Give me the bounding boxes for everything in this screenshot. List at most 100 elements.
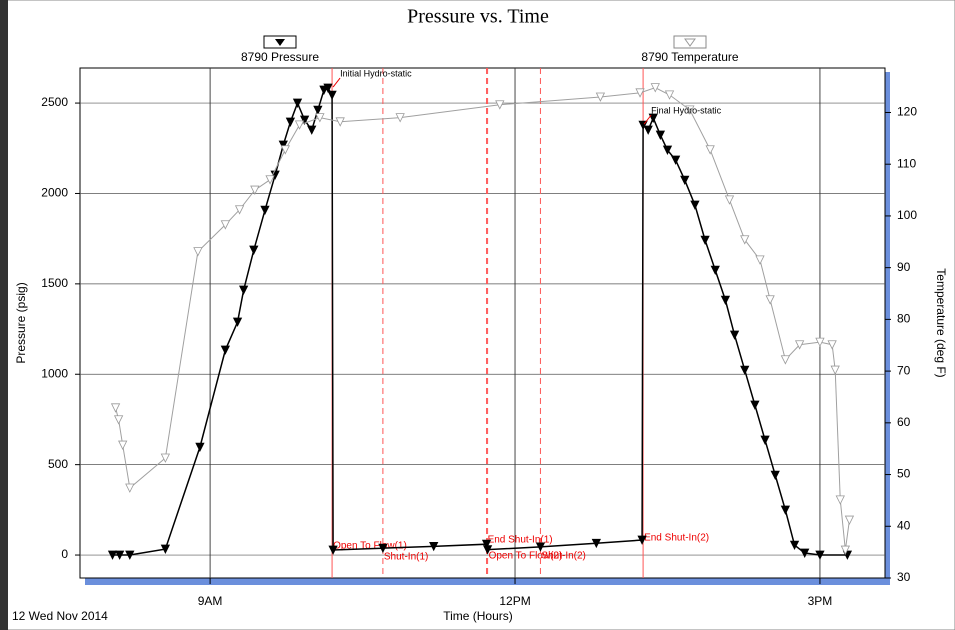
y2-tick-label: 30 <box>897 570 911 584</box>
shadow-right <box>885 72 890 585</box>
data-point <box>495 100 505 110</box>
data-point <box>760 435 770 445</box>
legend-symbol <box>684 38 696 47</box>
data-point <box>249 245 259 255</box>
y2-tick-label: 120 <box>897 105 917 119</box>
data-point <box>655 130 666 140</box>
data-point <box>160 544 171 554</box>
data-point <box>118 440 128 450</box>
data-point <box>635 88 645 98</box>
data-point <box>292 98 303 108</box>
data-point <box>481 539 492 550</box>
data-point <box>765 295 775 305</box>
data-point <box>113 415 124 425</box>
data-point <box>844 515 855 525</box>
annotation-arrow <box>643 114 652 125</box>
data-point <box>664 90 675 100</box>
y2-tick-label: 50 <box>897 467 911 481</box>
data-point <box>220 220 230 230</box>
data-point <box>395 113 405 123</box>
data-point <box>710 265 720 276</box>
y2-tick-label: 60 <box>897 415 911 429</box>
y2-tick-label: 80 <box>897 312 911 326</box>
data-point <box>650 83 660 93</box>
data-point <box>690 200 700 210</box>
data-point <box>378 543 388 554</box>
chart-title: Pressure vs. Time <box>407 6 549 28</box>
data-point <box>794 340 805 350</box>
data-point <box>327 90 337 101</box>
y-tick-label: 2500 <box>41 95 68 109</box>
data-point <box>815 337 825 348</box>
annotation: Final Hydro-static <box>651 106 722 116</box>
data-point <box>429 541 439 552</box>
y-tick-label: 0 <box>61 547 68 561</box>
annotation: Initial Hydro-static <box>340 68 412 78</box>
y2-tick-label: 70 <box>897 363 911 377</box>
data-point <box>815 550 825 560</box>
data-point <box>323 83 333 93</box>
y2-tick-label: 110 <box>897 156 916 170</box>
y2-tick-label: 90 <box>897 260 911 274</box>
data-point <box>637 535 647 545</box>
shadow-bottom <box>85 578 890 585</box>
data-point <box>220 345 230 355</box>
data-point <box>260 205 270 215</box>
data-point <box>740 365 750 375</box>
legend-label: 8790 Temperature <box>641 50 739 64</box>
data-point <box>114 550 125 560</box>
y-tick-label: 1000 <box>41 366 68 380</box>
data-point <box>830 365 840 375</box>
data-point <box>307 125 317 135</box>
x-tick-label: 3PM <box>808 594 833 608</box>
legend-label: 8790 Pressure <box>241 50 319 64</box>
data-point <box>195 442 205 453</box>
event-label: Shut-In(1) <box>384 552 428 563</box>
series-line <box>115 87 850 551</box>
data-point <box>643 125 653 135</box>
annotation-arrow <box>332 77 341 88</box>
data-point <box>780 505 791 515</box>
data-point <box>238 285 249 295</box>
y2-axis-label: Temperature (deg F) <box>934 268 948 377</box>
y-tick-label: 1500 <box>41 276 68 290</box>
data-point <box>328 545 338 555</box>
data-point <box>232 317 243 327</box>
legend-box <box>673 35 707 49</box>
data-point <box>680 175 690 185</box>
event-label: Open To Flow(2) <box>489 551 563 562</box>
data-point <box>313 105 323 116</box>
y2-tick-label: 100 <box>897 208 917 222</box>
x-axis-label: Time (Hours) <box>443 609 513 623</box>
plot-area <box>79 67 886 579</box>
event-label: Shut-In(2) <box>541 551 585 562</box>
data-point <box>125 483 135 493</box>
data-point <box>770 470 780 481</box>
data-point <box>591 538 601 549</box>
data-point <box>700 235 710 246</box>
data-point <box>685 105 695 115</box>
data-point <box>280 145 290 155</box>
left-bar <box>0 0 8 630</box>
data-point <box>294 120 305 130</box>
data-point <box>840 545 851 555</box>
x-tick-label: 12PM <box>499 594 530 608</box>
event-label: End Shut-In(2) <box>644 533 709 544</box>
legend-symbol <box>275 39 285 46</box>
data-point <box>125 550 135 560</box>
y2-tick-label: 40 <box>897 518 911 532</box>
data-point <box>720 295 731 306</box>
data-point <box>780 355 791 365</box>
event-label: Open To Flow(1) <box>333 541 407 552</box>
data-point <box>724 195 735 205</box>
data-point <box>750 400 760 410</box>
y-tick-label: 500 <box>48 457 68 471</box>
data-point <box>729 330 740 340</box>
y-tick-label: 2000 <box>41 186 68 200</box>
data-point <box>107 550 118 560</box>
data-point <box>648 113 658 123</box>
data-point <box>234 205 245 215</box>
data-point <box>755 255 765 265</box>
